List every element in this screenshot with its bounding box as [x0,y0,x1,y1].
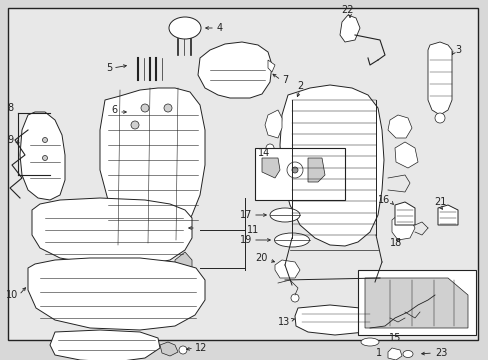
Circle shape [286,162,303,178]
Circle shape [163,104,172,112]
Text: 10: 10 [6,290,18,300]
Polygon shape [175,252,192,268]
Polygon shape [160,342,178,356]
Polygon shape [394,142,417,168]
Text: 6: 6 [112,105,118,115]
Text: 1: 1 [375,348,381,358]
Text: 15: 15 [388,333,400,343]
Text: 8: 8 [8,103,14,113]
Circle shape [42,138,47,143]
Bar [254,148,345,200]
Polygon shape [262,158,280,178]
Text: 22: 22 [341,5,353,15]
Text: 23: 23 [434,348,447,358]
Polygon shape [391,215,414,240]
Text: 4: 4 [217,23,223,33]
Polygon shape [339,15,359,42]
Text: 18: 18 [389,238,401,248]
Text: 13: 13 [277,317,289,327]
Polygon shape [427,42,451,115]
Ellipse shape [169,17,201,39]
Polygon shape [50,330,160,360]
Polygon shape [274,260,299,278]
Circle shape [291,167,297,173]
Text: 2: 2 [296,81,303,91]
Polygon shape [20,112,65,200]
Text: 21: 21 [433,197,445,207]
Text: 20: 20 [255,253,267,263]
Polygon shape [198,42,271,98]
Polygon shape [28,258,204,330]
Polygon shape [307,158,325,182]
Polygon shape [100,88,204,245]
Ellipse shape [274,233,309,247]
Polygon shape [394,202,414,225]
Ellipse shape [402,351,412,357]
Text: 9: 9 [8,135,14,145]
Text: 19: 19 [239,235,251,245]
Circle shape [290,294,298,302]
Text: 11: 11 [246,225,259,235]
Text: 17: 17 [239,210,251,220]
Text: 14: 14 [258,148,270,158]
Circle shape [265,144,273,152]
Bar [357,270,475,335]
Ellipse shape [360,338,378,346]
Text: 5: 5 [105,63,112,73]
Circle shape [42,156,47,161]
Polygon shape [387,115,411,138]
Circle shape [432,288,442,298]
Text: 12: 12 [195,343,207,353]
Polygon shape [364,278,467,328]
Polygon shape [32,198,192,265]
Circle shape [131,121,139,129]
Polygon shape [437,205,457,225]
Polygon shape [267,60,274,72]
Polygon shape [264,110,282,138]
Circle shape [179,346,186,354]
Circle shape [141,104,149,112]
Polygon shape [387,348,401,360]
Polygon shape [294,305,375,335]
Text: 3: 3 [454,45,460,55]
Circle shape [434,113,444,123]
Text: 16: 16 [377,195,389,205]
Ellipse shape [269,208,299,222]
Text: 7: 7 [282,75,287,85]
Polygon shape [280,85,383,246]
